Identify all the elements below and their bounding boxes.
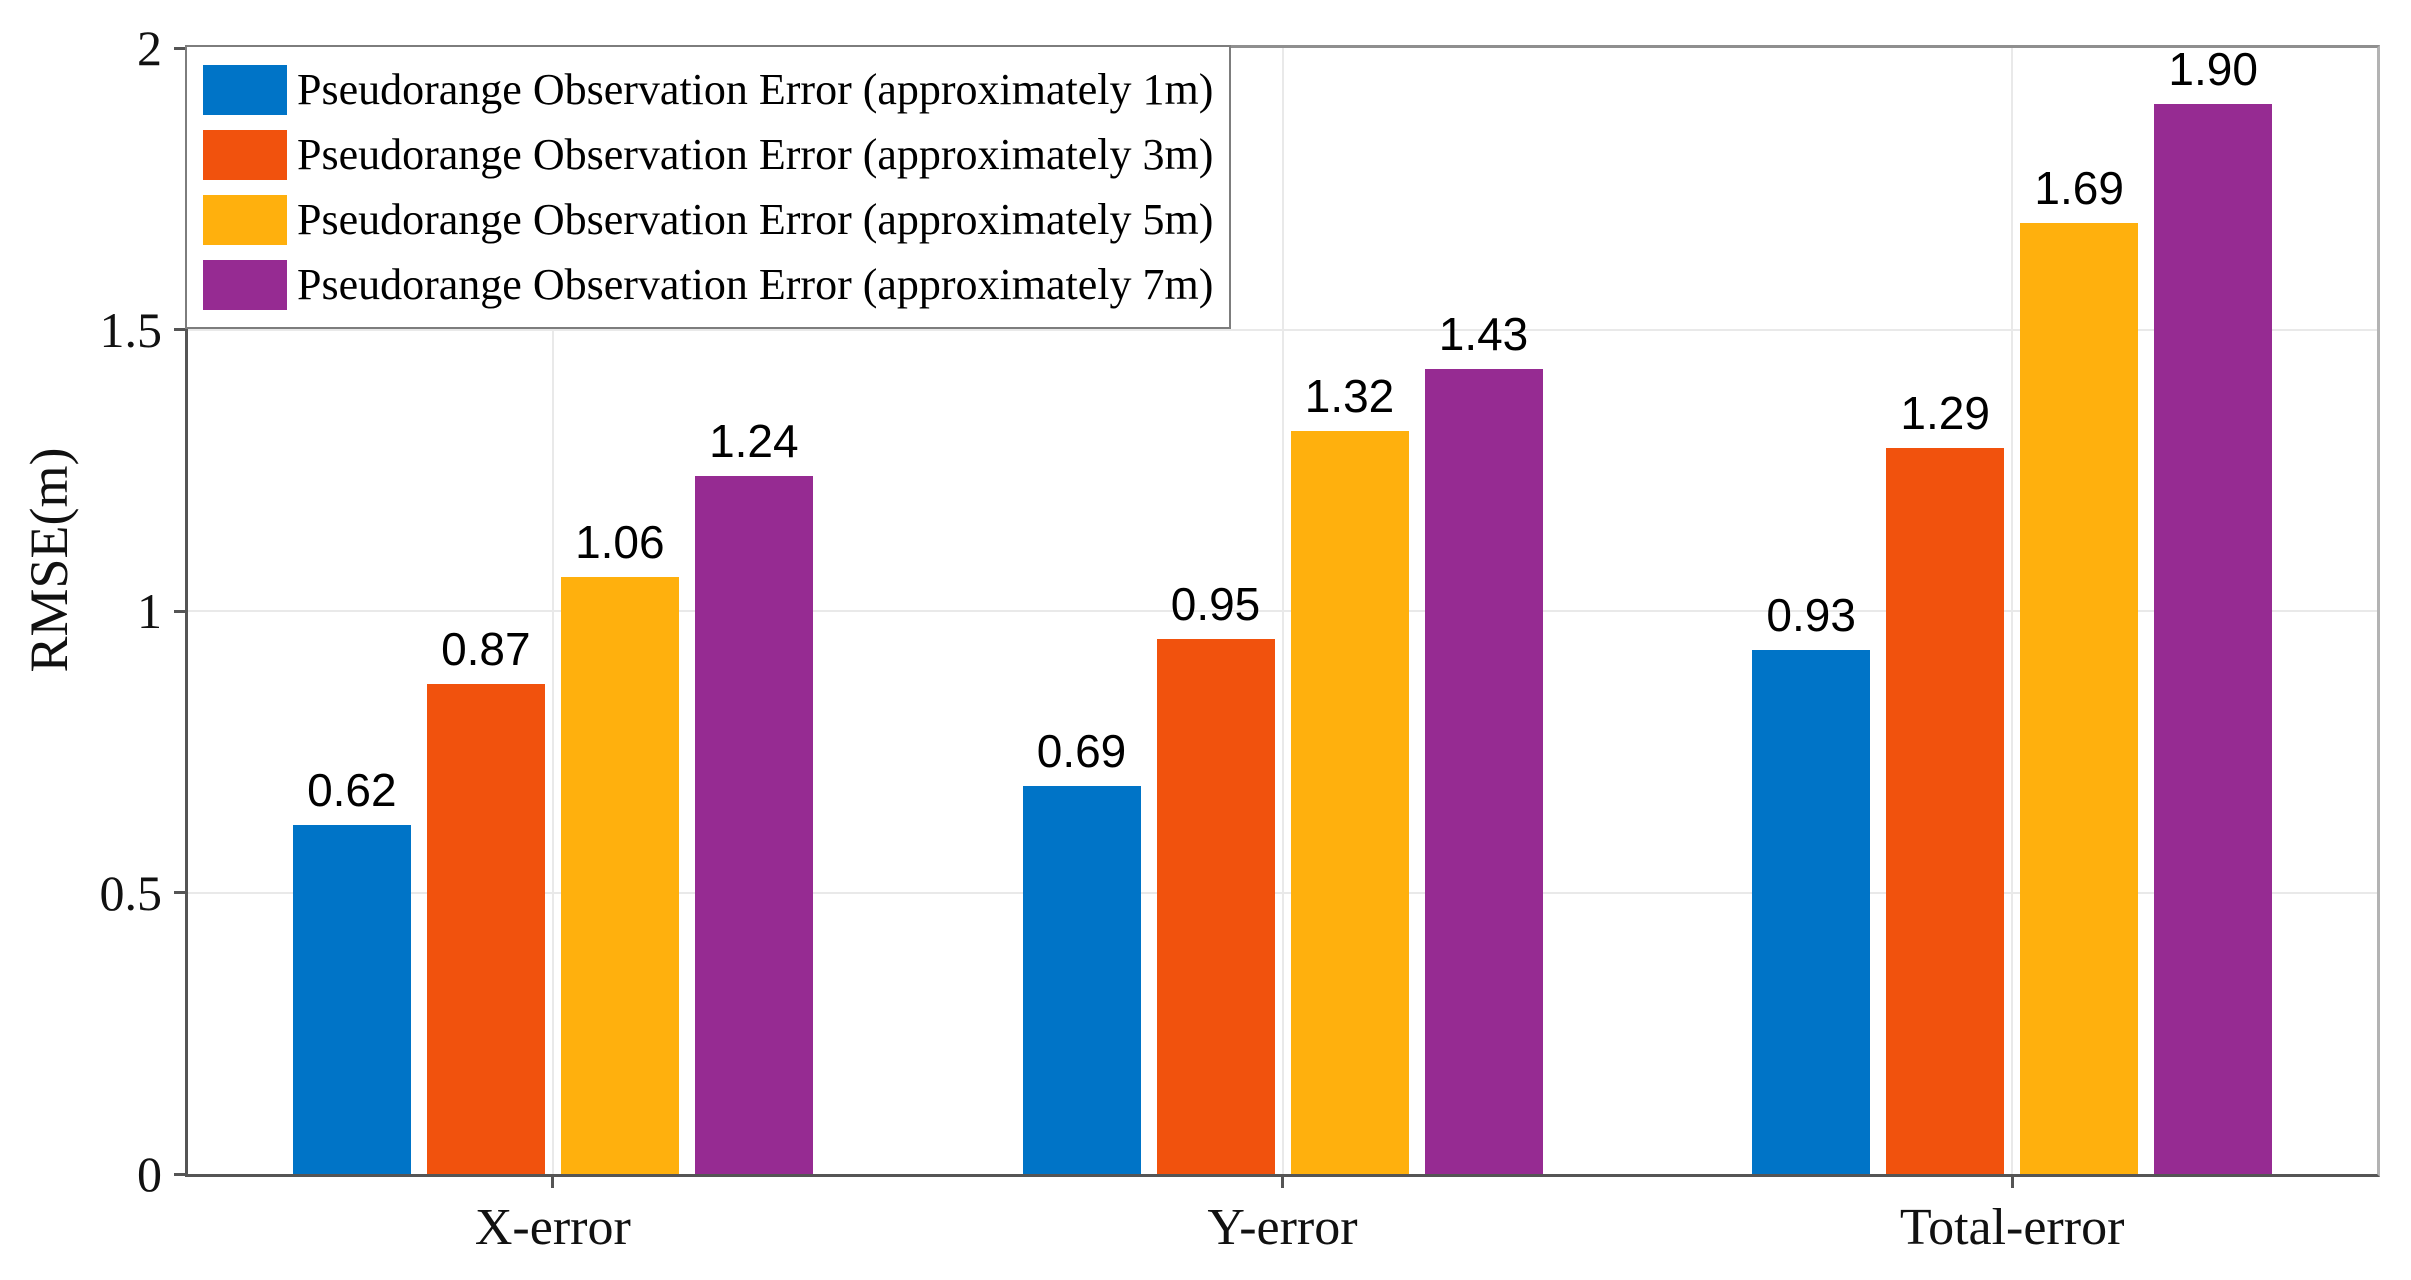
y-axis-title: RMSE(m)	[19, 447, 79, 673]
gridline-x-Total-error	[2011, 48, 2014, 1174]
gridline-x-Y-error	[1281, 48, 1284, 1174]
bar-Total-error-series1	[1752, 650, 1871, 1174]
bar-Y-error-series3	[1290, 430, 1409, 1174]
chart-legend: Pseudorange Observation Error (approxima…	[185, 45, 1232, 329]
legend-row: Pseudorange Observation Error (approxima…	[203, 57, 1213, 122]
x-tick-X-error	[551, 1174, 555, 1188]
y-tick-label-0: 0	[137, 1146, 162, 1202]
y-tick-0	[174, 1172, 188, 1176]
bar-value-label-Total-error-series2: 1.29	[1900, 386, 1990, 439]
bar-value-label-Y-error-series3: 1.32	[1304, 369, 1395, 422]
legend-swatch-series3	[203, 194, 287, 245]
x-tick-Total-error	[2010, 1174, 2014, 1188]
x-tick-Y-error	[1281, 1174, 1284, 1188]
x-category-label-Total-error: Total-error	[1899, 1199, 2125, 1256]
legend-row: Pseudorange Observation Error (approxima…	[203, 187, 1213, 252]
legend-swatch-series4	[203, 259, 287, 310]
legend-label-series2: Pseudorange Observation Error (approxima…	[297, 129, 1214, 179]
bar-Total-error-series3	[2020, 222, 2139, 1174]
legend-label-series1: Pseudorange Observation Error (approxima…	[297, 64, 1214, 114]
y-tick-1	[174, 609, 188, 613]
bar-Y-error-series4	[1424, 368, 1543, 1174]
bar-Total-error-series4	[2154, 104, 2273, 1174]
bar-value-label-X-error-series2: 0.87	[441, 623, 531, 676]
bar-value-label-Total-error-series3: 1.69	[2034, 161, 2124, 214]
plot-area: 0.62 0.87 1.06 1.24 0.69 0.95 1.32 1.43 0.93 1.29…	[100, 23, 2380, 1254]
x-category-label-X-error: X-error	[474, 1199, 631, 1256]
y-tick-label-2: 2	[137, 20, 162, 76]
y-tick-label-1.5: 1.5	[99, 301, 163, 358]
bar-value-label-X-error-series4: 1.24	[709, 414, 799, 467]
bar-X-error-series3	[560, 577, 679, 1174]
bar-value-label-Y-error-series2: 0.95	[1170, 578, 1261, 631]
y-tick-2	[174, 46, 188, 50]
gridline-x-X-error	[551, 48, 554, 1174]
legend-label-series4: Pseudorange Observation Error (approxima…	[297, 259, 1214, 309]
y-tick-1.5	[174, 328, 188, 331]
bar-value-label-X-error-series3: 1.06	[575, 516, 665, 569]
x-category-label-Y-error: Y-error	[1207, 1199, 1358, 1256]
y-tick-label-0.5: 0.5	[99, 864, 163, 921]
bar-value-label-Y-error-series4: 1.43	[1438, 307, 1529, 360]
legend-row: Pseudorange Observation Error (approxima…	[203, 252, 1213, 317]
bar-value-label-Y-error-series1: 0.69	[1036, 724, 1127, 777]
legend-label-series3: Pseudorange Observation Error (approxima…	[297, 194, 1214, 244]
y-tick-label-1: 1	[137, 583, 162, 639]
bar-Total-error-series2	[1886, 447, 2005, 1174]
bar-X-error-series4	[694, 475, 813, 1174]
bar-X-error-series2	[426, 684, 545, 1174]
legend-swatch-series1	[203, 64, 287, 115]
bar-value-label-Total-error-series4: 1.90	[2168, 43, 2258, 96]
bar-value-label-X-error-series1: 0.62	[307, 763, 397, 816]
bar-Y-error-series2	[1156, 639, 1275, 1174]
bar-X-error-series1	[292, 824, 411, 1174]
legend-row: Pseudorange Observation Error (approxima…	[203, 122, 1213, 187]
legend-swatch-series2	[203, 129, 287, 180]
bar-Y-error-series1	[1022, 785, 1141, 1174]
bar-value-label-Total-error-series1: 0.93	[1766, 589, 1856, 642]
y-tick-0.5	[174, 891, 188, 894]
